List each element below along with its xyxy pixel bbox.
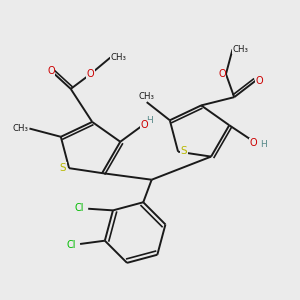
Text: CH₃: CH₃ [12,124,28,133]
Text: S: S [181,146,187,156]
Text: O: O [250,138,257,148]
Text: O: O [47,66,55,76]
Text: H: H [146,116,152,125]
Text: CH₃: CH₃ [139,92,155,101]
Text: O: O [87,69,94,79]
Text: Cl: Cl [74,203,84,213]
Text: O: O [256,76,263,85]
Text: Cl: Cl [66,240,76,250]
Text: CH₃: CH₃ [111,53,127,62]
Text: CH₃: CH₃ [233,45,249,54]
Text: O: O [141,120,148,130]
Text: S: S [60,163,67,172]
Text: H: H [260,140,267,149]
Text: O: O [218,69,226,79]
